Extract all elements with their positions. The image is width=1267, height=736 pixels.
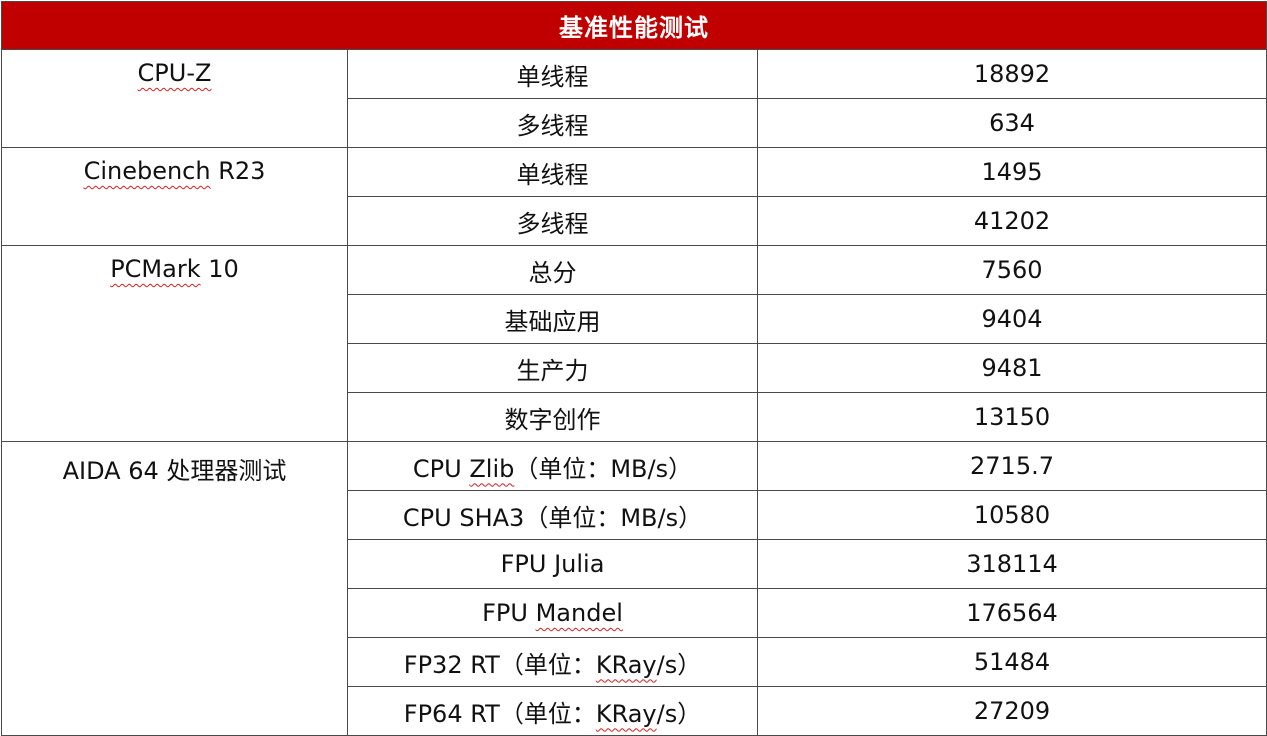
benchmark-item-label: 多线程	[347, 196, 758, 246]
table-row: FPU Julia 318114	[2, 539, 1267, 589]
benchmark-item-label: FPU Mandel	[347, 588, 758, 638]
benchmark-tool-name: PCMark 10	[1, 245, 348, 442]
benchmark-tool-name: Cinebench R23	[1, 147, 348, 246]
benchmark-item-label: 数字创作	[347, 392, 758, 442]
table-row: 多线程 634	[2, 98, 1267, 148]
spellcheck-word: KRay	[595, 650, 657, 679]
table-row: PCMark 10 总分 7560	[1, 245, 1267, 442]
benchmark-item-label: 多线程	[347, 98, 758, 148]
table-title: 基准性能测试	[0, 1, 1267, 50]
spellcheck-word: PCMark	[110, 255, 201, 283]
spellcheck-word: KRay	[595, 699, 657, 728]
benchmark-score-value: 176564	[756, 588, 1267, 638]
benchmark-score-value: 18892	[756, 49, 1267, 99]
spellcheck-word: Zlib	[469, 454, 515, 483]
benchmark-tool-name: AIDA 64 处理器测试	[1, 441, 348, 736]
benchmark-score-value: 318114	[756, 539, 1267, 589]
spellcheck-word: Cinebench	[83, 157, 211, 185]
benchmark-item-label: 总分	[347, 245, 758, 295]
benchmark-score-value: 7560	[756, 245, 1267, 295]
spellcheck-word: Mandel	[535, 599, 623, 627]
table-row: AIDA 64 处理器测试 CPU Zlib（单位：MB/s） 2715.7	[1, 441, 1267, 736]
benchmark-item-label: 生产力	[347, 343, 758, 393]
benchmark-score-value: 1495	[756, 147, 1267, 197]
table-row: CPU-Z 单线程 18892	[1, 49, 1267, 148]
benchmark-item-label: FP32 RT（单位：KRay/s）	[347, 637, 758, 687]
table-row: FP32 RT（单位：KRay/s） 51484	[2, 637, 1267, 687]
benchmark-score-value: 9404	[756, 294, 1267, 344]
benchmark-score-value: 10580	[756, 490, 1267, 540]
table-row: FP64 RT（单位：KRay/s） 27209	[2, 686, 1267, 736]
benchmark-score-value: 51484	[756, 637, 1267, 687]
title-row: 基准性能测试	[0, 1, 1267, 50]
benchmark-score-value: 634	[756, 98, 1267, 148]
benchmark-item-label: 单线程	[347, 49, 758, 99]
table-row: 数字创作 13150	[2, 392, 1267, 442]
benchmark-score-value: 27209	[756, 686, 1267, 736]
spellcheck-word: CPU-Z	[137, 59, 212, 87]
benchmark-score-value: 9481	[756, 343, 1267, 393]
table-row: Cinebench R23 单线程 1495	[1, 147, 1267, 246]
benchmark-score-value: 13150	[756, 392, 1267, 442]
benchmark-tool-name: CPU-Z	[1, 49, 348, 148]
benchmark-item-label: FPU Julia	[347, 539, 758, 589]
benchmark-item-label: CPU SHA3（单位：MB/s）	[347, 490, 758, 540]
benchmark-item-label: 基础应用	[347, 294, 758, 344]
benchmark-item-label: 单线程	[347, 147, 758, 197]
table-row: FPU Mandel 176564	[2, 588, 1267, 638]
benchmark-score-value: 2715.7	[756, 441, 1267, 491]
benchmark-item-label: CPU Zlib（单位：MB/s）	[347, 441, 758, 491]
benchmark-score-value: 41202	[756, 196, 1267, 246]
table-row: CPU SHA3（单位：MB/s） 10580	[2, 490, 1267, 540]
benchmark-item-label: FP64 RT（单位：KRay/s）	[347, 686, 758, 736]
